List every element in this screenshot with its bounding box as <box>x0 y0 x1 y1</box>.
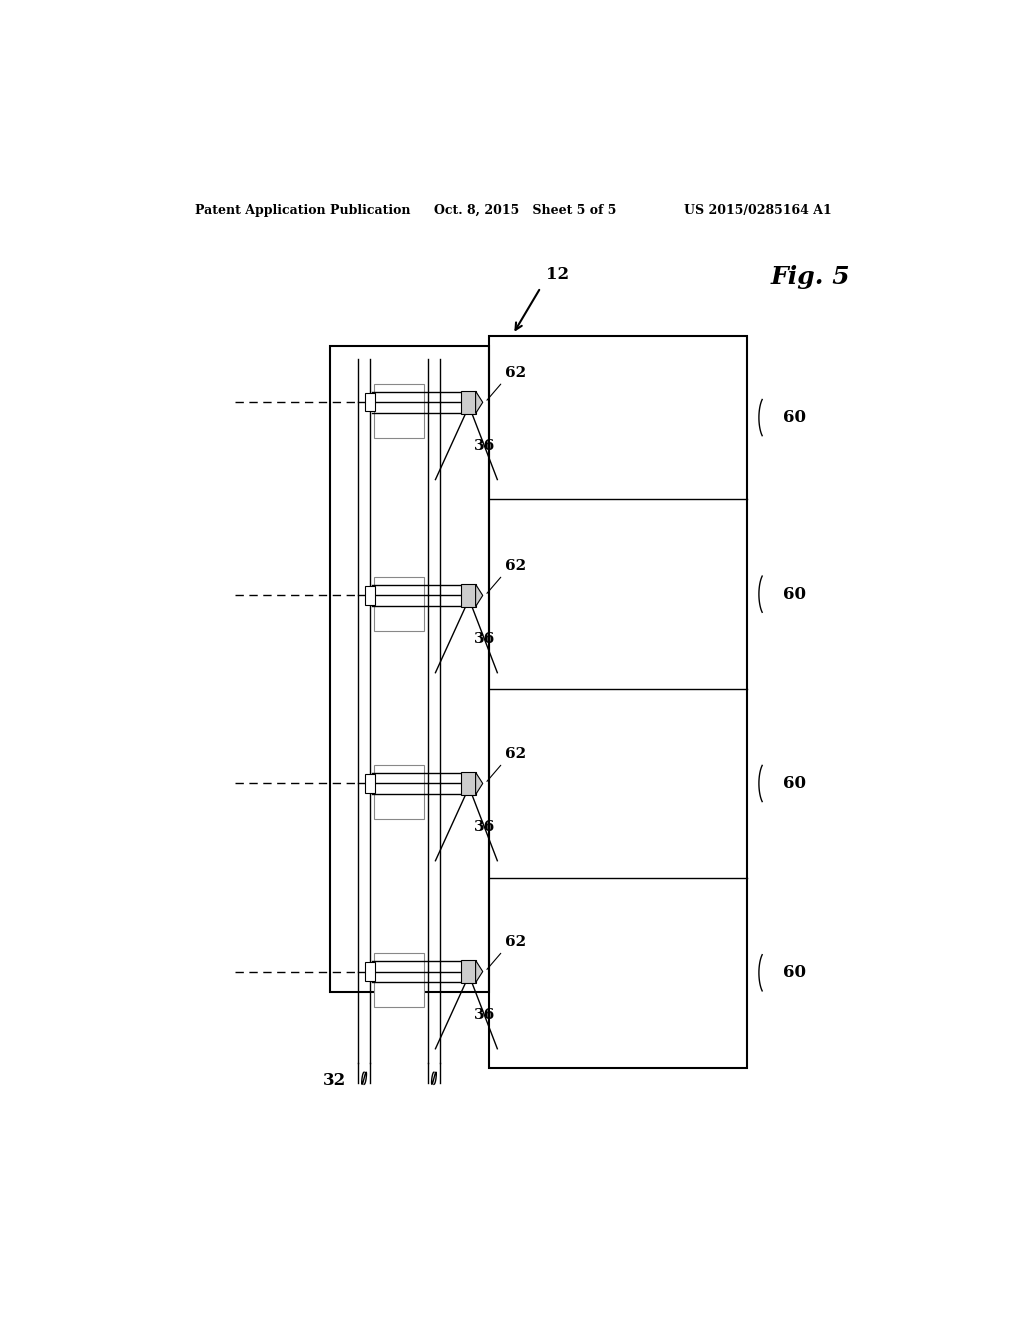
Polygon shape <box>475 772 482 795</box>
Text: Oct. 8, 2015   Sheet 5 of 5: Oct. 8, 2015 Sheet 5 of 5 <box>433 205 615 216</box>
Bar <box>374 384 424 438</box>
Bar <box>461 961 475 982</box>
Text: 12: 12 <box>546 267 569 284</box>
Bar <box>366 775 375 792</box>
Text: 60: 60 <box>782 965 806 981</box>
Bar <box>374 766 424 818</box>
Text: 60: 60 <box>782 586 806 603</box>
Bar <box>461 585 475 607</box>
Bar <box>366 962 375 981</box>
Text: 36: 36 <box>473 440 495 453</box>
Bar <box>374 953 424 1007</box>
Bar <box>461 391 475 413</box>
Text: 62: 62 <box>505 560 526 573</box>
Polygon shape <box>475 961 482 982</box>
Text: 62: 62 <box>505 366 526 380</box>
Text: 32: 32 <box>323 1072 346 1089</box>
Bar <box>461 772 475 795</box>
Text: 60: 60 <box>782 409 806 426</box>
Text: 36: 36 <box>473 820 495 834</box>
Text: 60: 60 <box>782 775 806 792</box>
Text: 36: 36 <box>473 1008 495 1022</box>
Text: 62: 62 <box>505 935 526 949</box>
Polygon shape <box>475 585 482 607</box>
Polygon shape <box>475 391 482 413</box>
Text: Fig. 5: Fig. 5 <box>771 265 851 289</box>
Bar <box>489 337 748 1068</box>
Bar <box>374 577 424 631</box>
Bar <box>366 393 375 412</box>
Text: US 2015/0285164 A1: US 2015/0285164 A1 <box>684 205 831 216</box>
Text: 62: 62 <box>505 747 526 762</box>
Text: 36: 36 <box>473 632 495 645</box>
Bar <box>366 586 375 605</box>
Bar <box>331 346 489 991</box>
Text: Patent Application Publication: Patent Application Publication <box>196 205 411 216</box>
